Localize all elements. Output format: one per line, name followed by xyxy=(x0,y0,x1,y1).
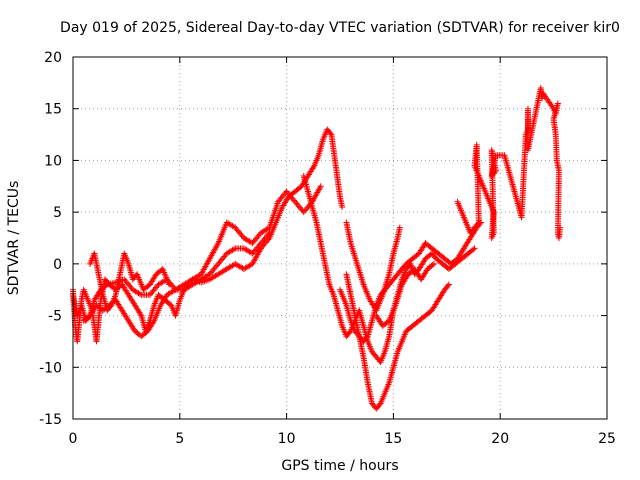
series-track-j xyxy=(454,85,564,241)
data-point-marker xyxy=(474,220,481,227)
data-point-marker xyxy=(327,130,334,137)
data-point-marker xyxy=(171,287,178,294)
x-tick-label: 15 xyxy=(384,431,402,447)
data-point-marker xyxy=(107,303,114,310)
data-point-marker xyxy=(445,281,452,288)
x-tick-label: 0 xyxy=(69,431,78,447)
x-tick-label: 25 xyxy=(598,431,616,447)
x-tick-label: 5 xyxy=(175,431,184,447)
y-axis-label: SDTVAR / TECUs xyxy=(6,181,22,296)
data-point-marker xyxy=(470,246,477,253)
data-point-marker xyxy=(166,281,173,288)
x-tick-label: 10 xyxy=(278,431,296,447)
y-tick-label: -10 xyxy=(39,360,62,376)
data-point-marker xyxy=(248,239,254,246)
data-point-marker xyxy=(430,260,437,267)
y-tick-label: -5 xyxy=(48,309,62,325)
series-track-d xyxy=(87,250,173,314)
series-track-a xyxy=(70,126,346,345)
data-point-marker xyxy=(557,224,564,231)
data-point-marker xyxy=(471,245,478,252)
data-point-marker xyxy=(230,246,237,253)
data-point-marker xyxy=(137,311,144,318)
y-tick-label: -15 xyxy=(39,412,62,428)
data-point-marker xyxy=(396,224,403,231)
y-tick-label: 15 xyxy=(44,102,62,118)
data-point-marker xyxy=(339,203,346,210)
chart-title: Day 019 of 2025, Sidereal Day-to-day VTE… xyxy=(60,20,620,36)
y-tick-label: 20 xyxy=(44,50,62,66)
data-point-marker xyxy=(346,329,353,336)
data-point-marker xyxy=(266,229,273,236)
marks-layer xyxy=(70,85,564,412)
data-point-marker xyxy=(248,249,254,256)
tick-layer: 0 5 10 15 20 25 -15 -10 -5 0 5 10 15 20 xyxy=(39,50,616,447)
series-track-f xyxy=(337,219,484,345)
data-point-marker xyxy=(376,401,383,408)
series-track-i xyxy=(373,260,437,329)
y-tick-label: 10 xyxy=(44,153,62,169)
grid-layer xyxy=(73,57,607,419)
series-track-g xyxy=(343,271,452,412)
data-point-marker xyxy=(265,231,272,238)
series-track-h xyxy=(343,219,403,314)
data-point-marker xyxy=(429,261,436,268)
data-point-marker xyxy=(310,164,317,171)
series-track-b xyxy=(70,183,324,324)
data-point-marker xyxy=(444,282,451,289)
data-point-marker xyxy=(363,334,370,341)
y-tick-label: 0 xyxy=(53,257,62,273)
x-axis-label: GPS time / hours xyxy=(281,458,398,474)
plot-frame xyxy=(72,56,608,420)
x-tick-label: 20 xyxy=(491,431,509,447)
data-point-marker xyxy=(136,291,143,298)
data-point-marker xyxy=(150,319,157,326)
data-point-marker xyxy=(317,183,324,190)
y-tick-label: 5 xyxy=(53,205,62,221)
data-point-marker xyxy=(102,282,109,289)
